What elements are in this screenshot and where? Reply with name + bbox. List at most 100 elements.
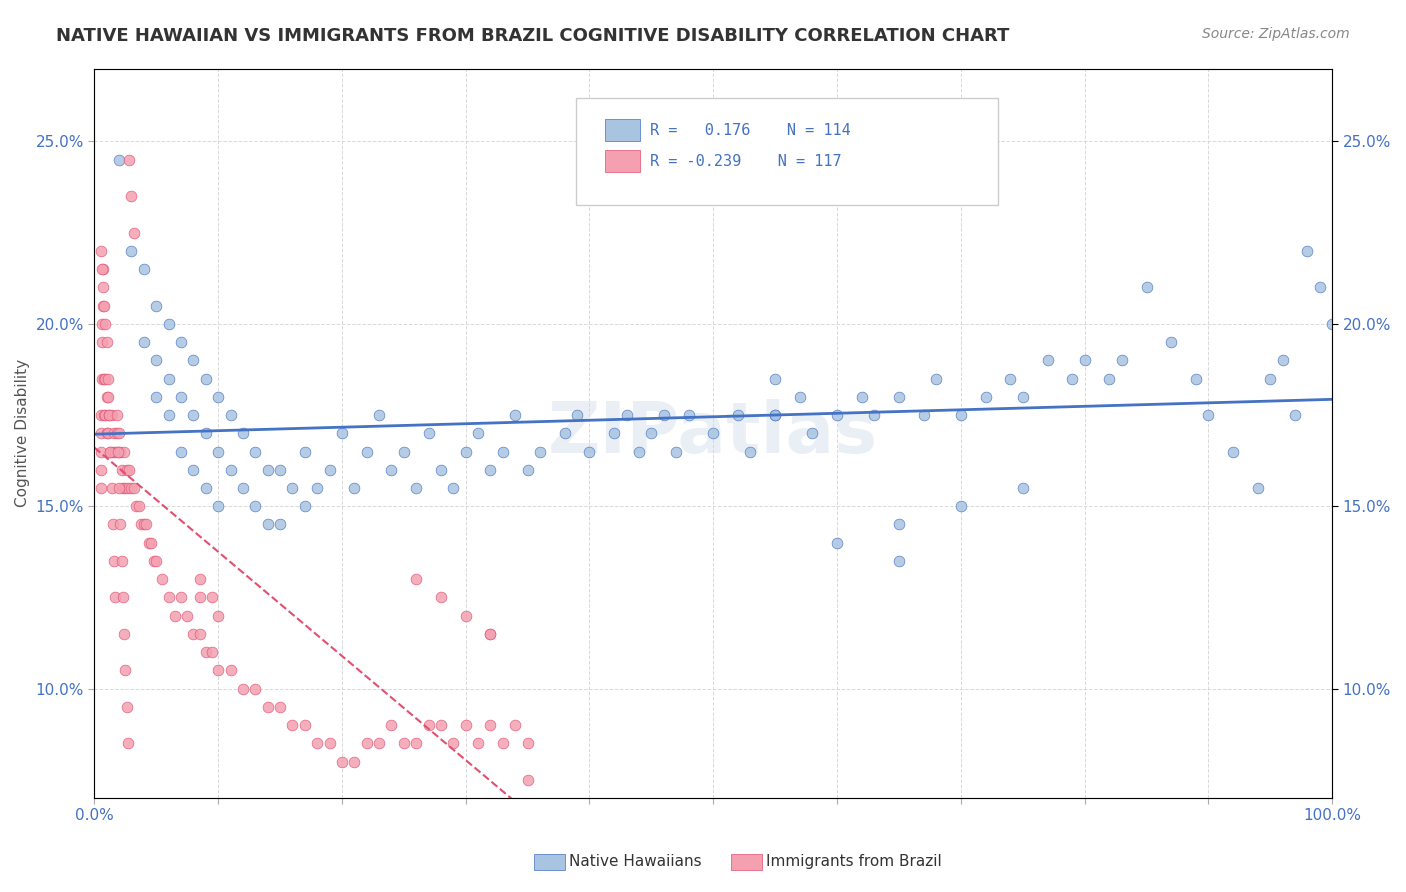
Point [183,463,205,477]
Point [188,572,211,586]
Point [245,681,267,696]
Point [117,481,139,495]
Point [492,444,515,458]
Point [100,444,122,458]
Point [145,554,167,568]
Point [269,699,291,714]
Point [112,627,135,641]
Point [887,517,910,532]
Point [887,554,910,568]
Point [112,444,135,458]
Point [105,426,128,441]
Point [219,408,242,422]
Point [110,554,132,568]
Point [1222,444,1244,458]
Point [97,390,120,404]
Point [132,262,155,277]
Point [170,591,193,605]
Point [887,390,910,404]
Point [318,736,340,750]
Point [380,463,402,477]
Point [104,591,127,605]
Point [863,408,886,422]
Point [256,463,278,477]
Point [430,463,453,477]
Point [183,408,205,422]
Point [104,444,127,458]
Point [145,390,167,404]
Point [152,572,174,586]
Point [529,444,551,458]
Text: Native Hawaiians: Native Hawaiians [569,855,702,869]
Point [356,444,378,458]
Point [105,408,128,422]
Point [121,244,143,258]
Point [949,500,972,514]
Point [740,444,762,458]
Point [652,408,675,422]
Point [763,371,786,385]
Point [825,535,848,549]
Point [157,371,180,385]
Point [1098,371,1121,385]
Point [207,500,229,514]
Point [101,517,124,532]
Point [479,718,502,732]
Point [108,153,131,167]
Point [207,664,229,678]
Point [454,608,477,623]
Point [974,390,997,404]
Y-axis label: Cognitive Disability: Cognitive Disability [15,359,30,508]
Point [616,408,638,422]
Point [90,371,112,385]
Point [207,608,229,623]
Point [441,736,464,750]
Point [479,627,502,641]
Point [90,481,112,495]
Point [232,426,254,441]
Point [100,444,122,458]
Point [90,444,112,458]
Point [405,572,427,586]
Point [201,591,224,605]
Point [142,554,165,568]
Point [454,718,477,732]
Point [1000,371,1022,385]
Point [101,444,124,458]
Point [93,408,115,422]
Point [117,736,139,750]
Point [103,554,125,568]
Point [665,444,688,458]
Point [825,408,848,422]
Point [98,408,121,422]
Point [131,517,153,532]
Point [516,463,538,477]
Point [183,627,205,641]
Point [356,736,378,750]
Point [330,426,353,441]
Point [157,591,180,605]
Point [121,189,143,203]
Point [245,444,267,458]
Point [627,444,650,458]
Point [132,335,155,350]
Point [441,481,464,495]
Point [343,481,366,495]
Point [294,444,316,458]
Point [281,481,304,495]
Point [132,517,155,532]
Text: ZIPatlas: ZIPatlas [548,399,879,467]
Point [232,481,254,495]
Point [90,335,112,350]
Point [294,718,316,732]
Point [90,408,112,422]
Point [727,408,749,422]
Point [163,608,186,623]
Point [256,517,278,532]
Point [207,444,229,458]
Point [1160,335,1182,350]
Text: R =   0.176    N = 114: R = 0.176 N = 114 [650,123,851,137]
Point [454,444,477,458]
Point [111,591,134,605]
Point [1258,371,1281,385]
